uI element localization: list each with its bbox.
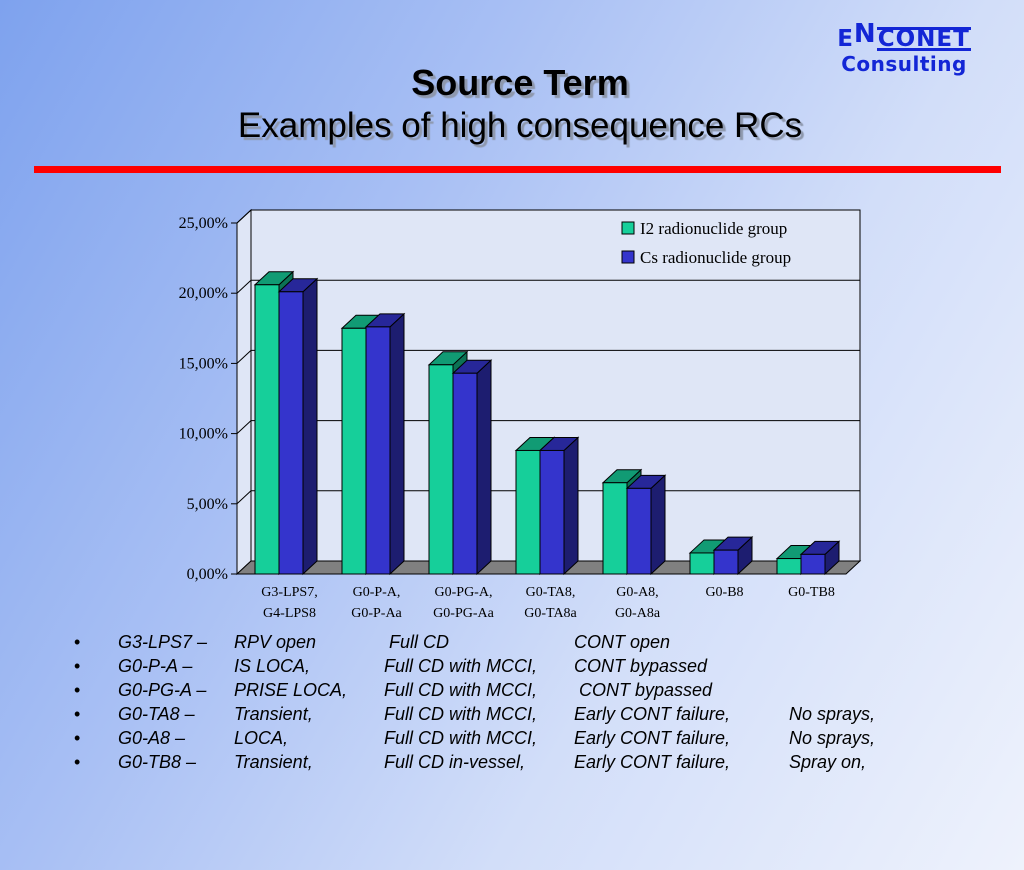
scenario-c4: No sprays, <box>789 728 876 748</box>
bar-side <box>563 436 579 576</box>
x-tick-label: G4-LPS8 <box>263 606 316 621</box>
x-tick-label: G3-LPS7, <box>261 585 317 600</box>
bar <box>689 552 715 575</box>
gridline-side <box>236 350 252 364</box>
scenario-c2: Full CD with MCCI, <box>384 704 538 724</box>
scenario-id: G0-PG-A – <box>118 680 207 700</box>
x-tick-label: G0-PG-Aa <box>433 606 494 621</box>
scenario-c3: Early CONT failure, <box>574 728 731 748</box>
bar <box>254 284 280 575</box>
scenario-c3: CONT open <box>574 632 671 652</box>
scenario-c3: Early CONT failure, <box>574 704 731 724</box>
x-tick-label: G0-TA8, <box>526 585 576 600</box>
scenario-id: G0-TB8 – <box>118 752 197 772</box>
logo-wordmark: ENCONET <box>837 19 971 52</box>
bullet-icon: • <box>74 680 81 700</box>
list-item: • G0-P-A – IS LOCA, Full CD with MCCI, CONT … <box>74 656 974 680</box>
legend-label: Cs radionuclide group <box>640 248 791 267</box>
bullet-icon: • <box>74 704 81 724</box>
y-tick-label: 20,00% <box>179 285 228 302</box>
chart-side-wall <box>236 208 252 576</box>
bar-side <box>302 277 318 576</box>
gridline-side <box>236 420 252 434</box>
list-item: • G0-TB8 – Transient, Full CD in-vessel, Ear… <box>74 752 974 776</box>
bar <box>626 487 652 575</box>
scenario-c2: Full CD <box>384 632 450 652</box>
scenario-c2: Full CD with MCCI, <box>384 728 538 748</box>
list-item: • G0-A8 – LOCA, Full CD with MCCI, Early CON… <box>74 728 974 752</box>
scenario-c4: Spray on, <box>789 752 867 772</box>
list-item: • G3-LPS7 – RPV open Full CD CONT open <box>74 632 974 656</box>
scenario-id: G0-A8 – <box>118 728 186 748</box>
bar <box>428 364 454 575</box>
bar <box>515 449 541 575</box>
y-tick-label: 25,00% <box>179 215 228 232</box>
enconet-logo: ENCONET Consulting <box>826 19 982 76</box>
scenario-c1: RPV open <box>234 632 317 652</box>
bar <box>278 291 304 575</box>
scenario-c1: PRISE LOCA, <box>234 680 348 700</box>
x-tick-label: G0-TB8 <box>788 585 835 600</box>
bar-side <box>476 359 492 576</box>
bullet-icon: • <box>74 656 81 676</box>
bar <box>365 326 391 575</box>
bar <box>800 553 826 575</box>
gridline-side <box>236 279 252 294</box>
legend-swatch <box>621 221 635 235</box>
scenario-id: G0-P-A – <box>118 656 193 676</box>
x-tick-label: G0-PG-A, <box>435 585 493 600</box>
logo-subtitle: Consulting <box>841 52 967 76</box>
slide-subtitle: Examples of high consequence RCs <box>237 106 803 145</box>
bar-side <box>650 474 666 576</box>
x-tick-label: G0-TA8a <box>524 606 577 621</box>
bar <box>452 372 478 575</box>
legend-label: I2 radionuclide group <box>640 219 787 238</box>
scenario-c3: CONT bypassed <box>574 656 708 676</box>
bar <box>713 549 739 575</box>
bar-side <box>389 312 405 576</box>
scenario-c1: Transient, <box>234 704 313 724</box>
scenario-list: • G3-LPS7 – RPV open Full CD CONT open • G0-P… <box>74 632 974 776</box>
x-tick-label: G0-A8a <box>615 606 661 621</box>
slide-title: Source Term <box>411 62 629 103</box>
scenario-c2: Full CD in-vessel, <box>384 752 526 772</box>
scenario-id: G3-LPS7 – <box>118 632 208 652</box>
title-divider <box>34 166 1001 173</box>
list-item: • G0-TA8 – Transient, Full CD with MCCI, Ear… <box>74 704 974 728</box>
bar <box>539 449 565 575</box>
y-tick-label: 5,00% <box>187 496 228 513</box>
scenario-c2: Full CD with MCCI, <box>384 656 538 676</box>
x-tick-label: G0-P-Aa <box>351 606 402 621</box>
y-tick-label: 15,00% <box>179 355 228 372</box>
scenario-c1: IS LOCA, <box>234 656 311 676</box>
list-item: • G0-PG-A – PRISE LOCA, Full CD with MCCI, … <box>74 680 974 704</box>
scenario-id: G0-TA8 – <box>118 704 195 724</box>
bullet-icon: • <box>74 632 81 652</box>
bullet-icon: • <box>74 728 81 748</box>
scenario-c3: Early CONT failure, <box>574 752 731 772</box>
y-tick-label: 10,00% <box>179 426 228 443</box>
legend-swatch <box>621 250 635 264</box>
y-tick-label: 0,00% <box>187 566 228 583</box>
bar <box>776 558 802 575</box>
bar <box>602 482 628 575</box>
x-tick-label: G0-B8 <box>705 585 743 600</box>
scenario-c2: Full CD with MCCI, <box>384 680 538 700</box>
x-tick-label: G0-A8, <box>616 585 658 600</box>
scenario-c4: No sprays, <box>789 704 876 724</box>
scenario-c1: LOCA, <box>234 728 289 748</box>
bullet-icon: • <box>74 752 81 772</box>
gridline-side <box>236 490 252 505</box>
scenario-c1: Transient, <box>234 752 313 772</box>
scenario-c3: CONT bypassed <box>574 680 713 700</box>
x-tick-label: G0-P-A, <box>353 585 401 600</box>
bar <box>341 327 367 575</box>
gridline-side <box>236 209 252 224</box>
